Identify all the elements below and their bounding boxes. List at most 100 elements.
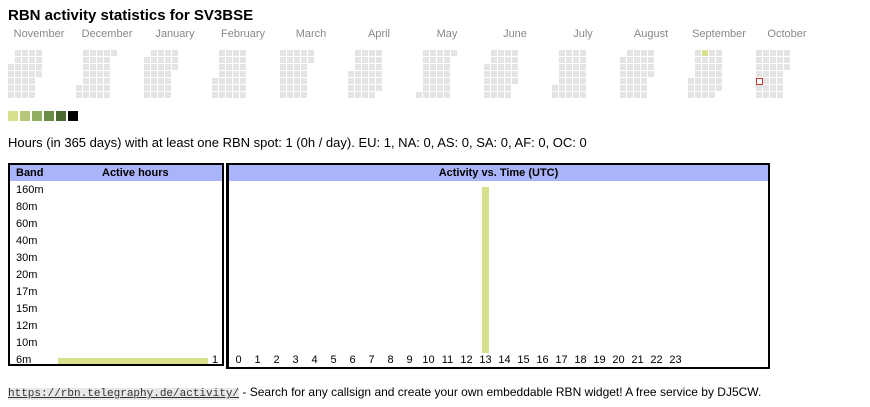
- calendar-day-cell: [648, 57, 654, 63]
- calendar-day-cell: [287, 64, 293, 70]
- calendar-day-cell: [709, 71, 715, 77]
- calendar-day-cell: [226, 92, 232, 98]
- calendar-day-cell: [491, 92, 497, 98]
- calendar-day-cell: [416, 92, 422, 98]
- calendar-day-cell: [15, 71, 21, 77]
- calendar-day-cell: [355, 71, 361, 77]
- band-label: 30m: [16, 252, 38, 264]
- calendar-day-cell: [777, 78, 783, 84]
- calendar-day-cell: [301, 78, 307, 84]
- activity-time-table: Activity vs. Time (UTC) 0 1 2 3 4 5 6 7 8 9 10 11 12…: [226, 163, 770, 369]
- calendar-day-cell: [355, 64, 361, 70]
- calendar-day-cell: [484, 92, 490, 98]
- calendar-day-cell: [172, 57, 178, 63]
- calendar-day-cell: [355, 78, 361, 84]
- month-label: July: [573, 28, 593, 40]
- hour-label: 2: [273, 354, 280, 366]
- footer-link[interactable]: https://rbn.telegraphy.de/activity/: [8, 388, 240, 400]
- calendar-day-cell: [423, 85, 429, 91]
- calendar-day-cell: [763, 92, 769, 98]
- legend-swatch: [68, 111, 78, 121]
- calendar-day-cell: [362, 71, 368, 77]
- hour-label: 19: [593, 354, 606, 366]
- calendar-day-cell: [219, 78, 225, 84]
- calendar-day-cell: [620, 78, 626, 84]
- calendar-day-cell: [165, 57, 171, 63]
- calendar-day-cell: [165, 78, 171, 84]
- calendar-day-cell: [376, 57, 382, 63]
- calendar-day-cell: [219, 64, 225, 70]
- band-label: 40m: [16, 235, 38, 247]
- calendar-day-cell: [294, 85, 300, 91]
- calendar-day-cell: [444, 71, 450, 77]
- calendar-day-cell: [280, 78, 286, 84]
- band-hours-value: 1: [212, 354, 219, 366]
- calendar-day-cell: [362, 50, 368, 56]
- calendar-day-cell: [83, 78, 89, 84]
- calendar-day-cell: [308, 57, 314, 63]
- calendar-day-cell: [566, 57, 572, 63]
- calendar-day-cell: [702, 78, 708, 84]
- calendar-day-cell: [634, 50, 640, 56]
- calendar-day-cell: [104, 64, 110, 70]
- calendar-day-cell: [376, 85, 382, 91]
- month-label: February: [220, 28, 266, 40]
- calendar-day-cell: [348, 78, 354, 84]
- calendar-day-cell: [491, 71, 497, 77]
- calendar-day-cell: [430, 57, 436, 63]
- calendar-day-cell: [566, 85, 572, 91]
- calendar-day-cell: [709, 92, 715, 98]
- calendar-day-cell: [233, 71, 239, 77]
- calendar-day-cell: [90, 92, 96, 98]
- calendar-day-cell: [287, 78, 293, 84]
- calendar-day-cell: [362, 85, 368, 91]
- calendar-day-cell: [491, 64, 497, 70]
- calendar-day-cell: [566, 92, 572, 98]
- calendar-day-cell: [756, 92, 762, 98]
- calendar-day-cell: [559, 78, 565, 84]
- band-label: 160m: [16, 184, 44, 196]
- calendar-day-cell: [355, 57, 361, 63]
- calendar-day-cell: [158, 92, 164, 98]
- calendar-day-cell: [423, 50, 429, 56]
- calendar-day-cell: [8, 92, 14, 98]
- legend-swatch: [44, 111, 54, 121]
- calendar-day-cell: [777, 92, 783, 98]
- calendar-day-cell: [111, 50, 117, 56]
- calendar-day-cell: [484, 85, 490, 91]
- calendar-day-cell: [627, 64, 633, 70]
- calendar-day-cell: [573, 85, 579, 91]
- calendar-day-cell: [158, 85, 164, 91]
- band-label: 20m: [16, 269, 38, 281]
- calendar-day-cell: [580, 50, 586, 56]
- calendar-day-cell: [430, 78, 436, 84]
- calendar-day-cell: [505, 78, 511, 84]
- calendar-day-cell: [695, 92, 701, 98]
- calendar-day-cell: [566, 71, 572, 77]
- hour-label: 16: [536, 354, 549, 366]
- calendar-day-cell: [756, 85, 762, 91]
- calendar-day-cell: [430, 71, 436, 77]
- calendar-day-cell: [716, 50, 722, 56]
- calendar-day-cell: [15, 85, 21, 91]
- hour-label: 0: [235, 354, 242, 366]
- calendar-day-cell: [763, 71, 769, 77]
- calendar-day-cell: [444, 85, 450, 91]
- calendar-day-cell: [634, 85, 640, 91]
- calendar-day-cell: [559, 50, 565, 56]
- month-label: May: [436, 28, 458, 40]
- calendar-day-cell: [29, 78, 35, 84]
- calendar-day-cell: [97, 50, 103, 56]
- calendar-day-cell: [90, 85, 96, 91]
- calendar-day-cell: [301, 50, 307, 56]
- calendar-day-cell: [498, 64, 504, 70]
- calendar-day-cell: [784, 50, 790, 56]
- calendar-day-cell: [90, 57, 96, 63]
- calendar-day-cell: [240, 92, 246, 98]
- calendar-day-cell: [369, 78, 375, 84]
- calendar-day-cell: [559, 71, 565, 77]
- calendar-day-cell: [702, 92, 708, 98]
- calendar-day-cell: [444, 50, 450, 56]
- calendar-day-cell: [15, 78, 21, 84]
- calendar-day-cell: [219, 71, 225, 77]
